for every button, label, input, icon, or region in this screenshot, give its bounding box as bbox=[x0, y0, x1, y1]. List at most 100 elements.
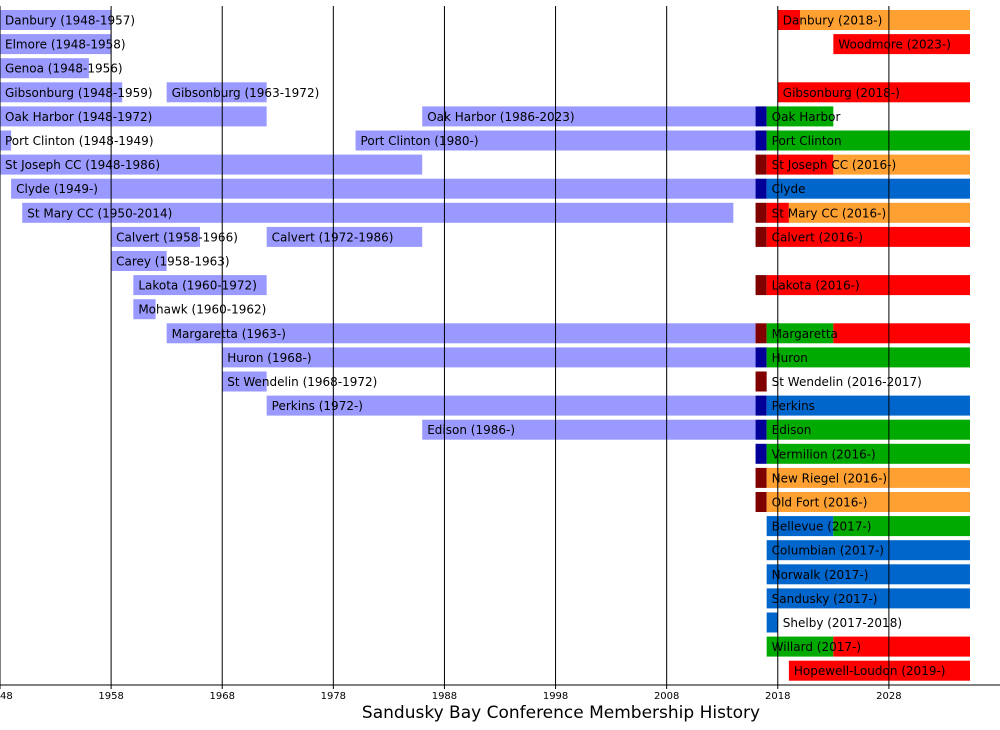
segment-label: Shelby (2017-2018) bbox=[783, 616, 902, 630]
segment-bar bbox=[133, 275, 267, 296]
segment-bar bbox=[755, 467, 767, 488]
segment-bar bbox=[766, 154, 834, 175]
segment-label: Danbury (1948-1957) bbox=[5, 14, 135, 28]
segment-label: Hopewell-Loudon (2019-) bbox=[794, 664, 946, 678]
segment-bar bbox=[766, 347, 970, 368]
segment-bar bbox=[766, 226, 970, 247]
segment-label: Perkins (1972-) bbox=[272, 399, 363, 413]
segment-bar bbox=[788, 660, 970, 681]
segment-bar bbox=[766, 564, 970, 585]
segment-bar bbox=[777, 10, 800, 30]
segment-bar bbox=[166, 323, 756, 344]
segment-bar bbox=[833, 323, 970, 344]
segment-label: St Joseph CC (2016-) bbox=[772, 158, 897, 172]
segment-bar bbox=[222, 371, 267, 392]
grid bbox=[0, 6, 890, 685]
x-tick-label: 1958 bbox=[98, 691, 123, 702]
segment-bar bbox=[755, 492, 767, 512]
segment-label: St Joseph CC (1948-1986) bbox=[5, 158, 160, 172]
x-tick-label: 2008 bbox=[654, 691, 679, 702]
segment-bar bbox=[166, 82, 267, 103]
segment-label: Clyde bbox=[772, 182, 806, 196]
segment-label: Bellevue (2017-) bbox=[772, 520, 872, 534]
segment-bar bbox=[755, 347, 767, 368]
segment-label: Calvert (1972-1986) bbox=[272, 230, 394, 244]
segment-bar bbox=[0, 154, 423, 175]
segment-label: Old Fort (2016-) bbox=[772, 496, 868, 510]
segment-label: Huron (1968-) bbox=[227, 351, 311, 365]
segment-label: Norwalk (2017-) bbox=[772, 568, 869, 582]
segment-label: Calvert (1958-1966) bbox=[116, 230, 238, 244]
segment-bar bbox=[766, 636, 834, 657]
segment-bar bbox=[755, 395, 767, 416]
segment-label: Port Clinton (1980-) bbox=[361, 134, 479, 148]
segment-bar bbox=[766, 130, 970, 151]
segment-bar bbox=[0, 58, 89, 79]
segment-bar bbox=[755, 371, 767, 392]
segment-label: Carey (1958-1963) bbox=[116, 255, 229, 269]
x-tick-label: 1998 bbox=[543, 691, 568, 702]
segment-bar bbox=[788, 202, 970, 223]
segment-label: Oak Harbor (1948-1972) bbox=[5, 110, 152, 124]
segment-bar bbox=[133, 299, 156, 320]
segment-bar bbox=[833, 516, 970, 537]
segment-bar bbox=[755, 419, 767, 440]
segment-label: Edison bbox=[772, 423, 812, 437]
segment-label: Genoa (1948-1956) bbox=[5, 62, 123, 76]
segment-bar bbox=[766, 178, 970, 199]
segment-bar bbox=[0, 106, 267, 127]
segment-bar bbox=[833, 34, 970, 55]
segment-label: Gibsonburg (1963-1972) bbox=[172, 86, 320, 100]
segment-bar bbox=[766, 443, 970, 464]
segment-bar bbox=[755, 154, 767, 175]
segment-label: St Wendelin (2016-2017) bbox=[772, 375, 922, 389]
segment-bar bbox=[755, 130, 767, 151]
segment-bar bbox=[800, 10, 970, 30]
segment-bar bbox=[766, 467, 970, 488]
segment-bar bbox=[766, 516, 834, 537]
x-tick-label: 1978 bbox=[321, 691, 346, 702]
segment-bar bbox=[755, 443, 767, 464]
segment-label: Lakota (2016-) bbox=[772, 279, 860, 293]
x-tick-label: 2018 bbox=[765, 691, 790, 702]
x-tick-label: 1948 bbox=[0, 691, 13, 702]
segment-label: Gibsonburg (1948-1959) bbox=[5, 86, 153, 100]
segment-bar bbox=[766, 612, 778, 633]
segment-bar bbox=[422, 106, 756, 127]
segment-label: Calvert (2016-) bbox=[772, 230, 863, 244]
segment-label: Woodmore (2023-) bbox=[838, 38, 951, 52]
segment-bar bbox=[222, 347, 756, 368]
segment-label: Sandusky (2017-) bbox=[772, 592, 878, 606]
segment-label: Lakota (1960-1972) bbox=[138, 279, 257, 293]
segment-bar bbox=[755, 202, 767, 223]
segment-label: Perkins bbox=[772, 399, 815, 413]
segment-label: Oak Harbor (1986-2023) bbox=[427, 110, 574, 124]
segment-bar bbox=[755, 106, 767, 127]
x-tick-label: 1968 bbox=[209, 691, 234, 702]
segment-label: Port Clinton bbox=[772, 134, 842, 148]
segment-bar bbox=[766, 588, 970, 609]
segment-bar bbox=[766, 492, 970, 512]
segment-bar bbox=[777, 82, 970, 103]
segment-bar bbox=[0, 34, 112, 55]
segment-label: Columbian (2017-) bbox=[772, 544, 884, 558]
segment-bar bbox=[11, 178, 756, 199]
segment-bar bbox=[0, 10, 112, 30]
segment-label: Gibsonburg (2018-) bbox=[783, 86, 900, 100]
segment-bar bbox=[766, 323, 834, 344]
segment-bar bbox=[766, 540, 970, 561]
segment-label: Margaretta (1963-) bbox=[172, 327, 286, 341]
segment-label: New Riegel (2016-) bbox=[772, 471, 887, 485]
chart-title: Sandusky Bay Conference Membership Histo… bbox=[362, 703, 760, 723]
segment-bar bbox=[266, 395, 756, 416]
segment-bar bbox=[766, 275, 970, 296]
x-tick-label: 2028 bbox=[876, 691, 901, 702]
segment-label: St Wendelin (1968-1972) bbox=[227, 375, 377, 389]
segment-label: Margaretta bbox=[772, 327, 838, 341]
segment-label: Edison (1986-) bbox=[427, 423, 515, 437]
segment-label: Oak Harbor bbox=[772, 110, 841, 124]
segment-label: Danbury (2018-) bbox=[783, 14, 883, 28]
segment-bar bbox=[766, 106, 834, 127]
segment-bar bbox=[755, 178, 767, 199]
